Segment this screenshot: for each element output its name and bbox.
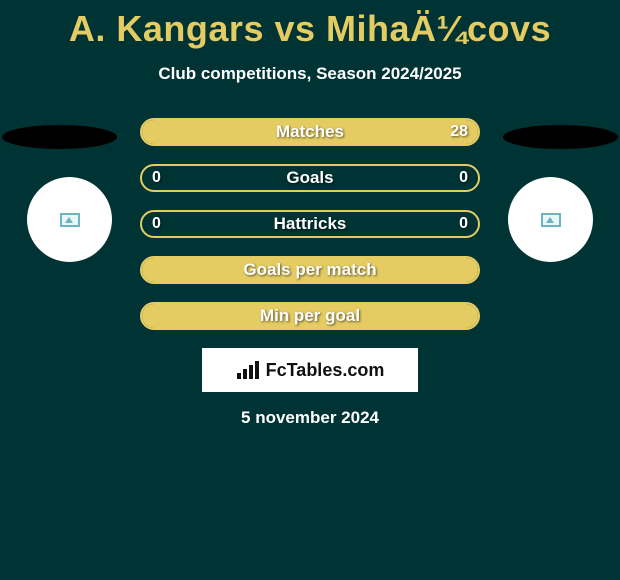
stat-value-right: 0: [449, 212, 478, 236]
stat-value-left: 0: [142, 166, 171, 190]
stat-row: Hattricks0 0: [140, 210, 480, 238]
placeholder-image-icon: [541, 213, 561, 227]
stat-value-right: 28: [440, 120, 478, 144]
placeholder-image-icon: [60, 213, 80, 227]
stat-label: Goals per match: [142, 258, 478, 282]
date-line: 5 november 2024: [0, 408, 620, 428]
player-right-logo: [508, 177, 593, 262]
brand-box[interactable]: FcTables.com: [202, 348, 418, 392]
page-subtitle: Club competitions, Season 2024/2025: [0, 64, 620, 84]
stat-value-left: 0: [142, 212, 171, 236]
stat-label: Hattricks: [142, 212, 478, 236]
stats-container: Matches28Goals00Hattricks00Goals per mat…: [140, 118, 480, 330]
player-left-shadow: [2, 125, 117, 149]
brand-text: FcTables.com: [266, 360, 385, 381]
stat-label: Matches: [142, 120, 478, 144]
player-right-shadow: [503, 125, 618, 149]
stat-row: Min per goal: [140, 302, 480, 330]
stat-label: Goals: [142, 166, 478, 190]
player-left-logo: [27, 177, 112, 262]
stat-row: Goals0 0: [140, 164, 480, 192]
stat-value-right: 0: [449, 166, 478, 190]
bar-chart-icon: [236, 361, 260, 379]
page-title: A. Kangars vs MihaÄ¼covs: [0, 0, 620, 50]
stat-label: Min per goal: [142, 304, 478, 328]
stat-row: Matches28: [140, 118, 480, 146]
stat-row: Goals per match: [140, 256, 480, 284]
